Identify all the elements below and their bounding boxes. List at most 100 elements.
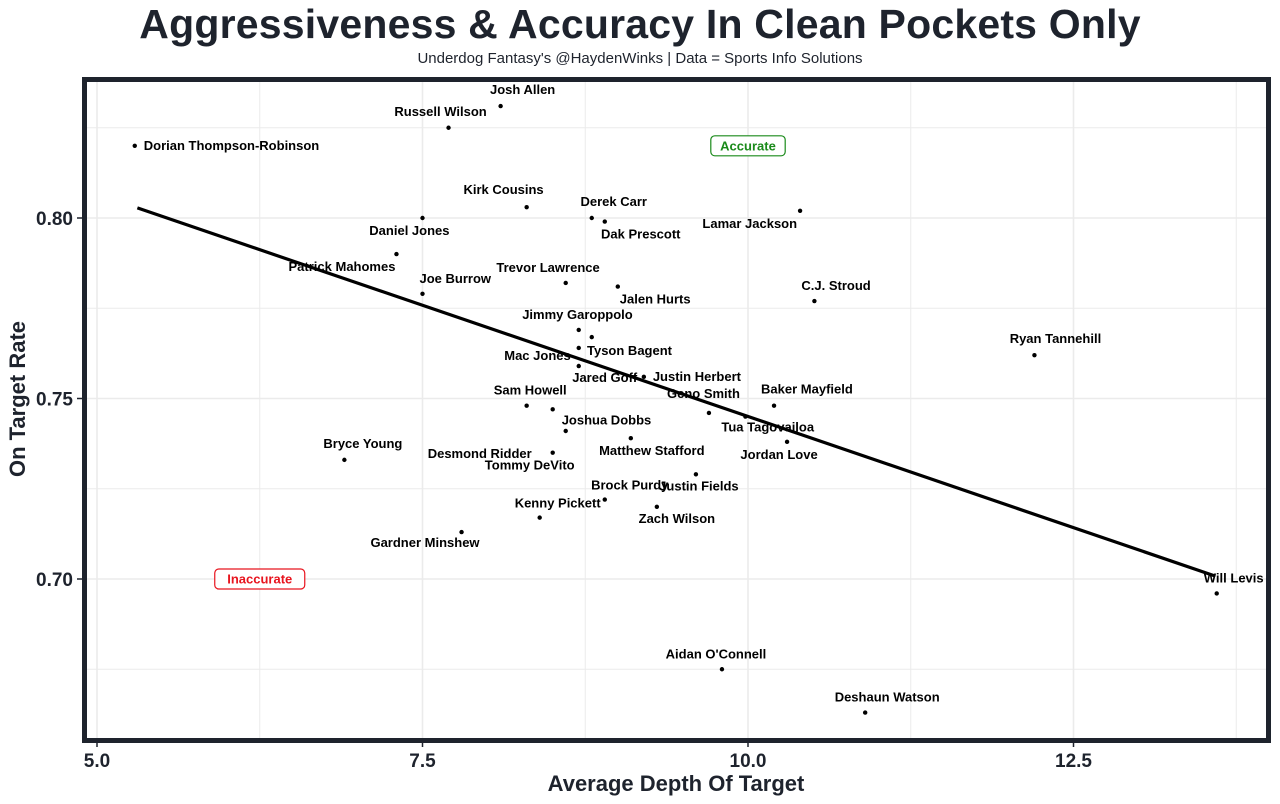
point-labels-group: Josh Allen Russell Wilson Dorian Thompson-… (144, 82, 1264, 704)
point-label: Daniel Jones (369, 223, 449, 238)
point-label: Kirk Cousins (463, 182, 543, 197)
annotation-label: Inaccurate (227, 572, 292, 587)
point-label: Ryan Tannehill (1010, 331, 1102, 346)
data-point (862, 710, 868, 715)
point-label: Brock Purdy (591, 478, 669, 493)
data-point (784, 439, 790, 445)
data-point (589, 215, 594, 221)
y-tick-label: 0.80 (36, 209, 73, 230)
data-point (550, 407, 555, 412)
data-point (394, 251, 399, 257)
data-point (743, 414, 748, 419)
point-label: Baker Mayfield (761, 382, 853, 397)
data-point (498, 103, 503, 109)
x-axis-title: Average Depth Of Target (548, 771, 805, 796)
point-label: Will Levis (1204, 570, 1264, 585)
point-label: Desmond Ridder (428, 446, 532, 461)
point-label: Deshaun Watson (835, 690, 940, 705)
point-label: Josh Allen (490, 82, 555, 97)
point-label: Kenny Pickett (515, 496, 602, 511)
panel-frame (82, 77, 1271, 743)
point-label: Bryce Young (323, 436, 402, 451)
point-label: Justin Herbert (653, 369, 742, 384)
point-label: Jalen Hurts (620, 292, 691, 307)
data-point (342, 457, 347, 463)
point-label: Patrick Mahomes (289, 259, 396, 274)
point-label: Jimmy Garoppolo (522, 307, 633, 322)
data-point (706, 410, 712, 416)
trend-line-group (136, 206, 1216, 578)
point-label: Mac Jones (504, 348, 570, 363)
trend-line (136, 206, 1216, 578)
x-tick-label: 12.5 (1055, 751, 1092, 772)
annotation-accurate: Accurate (710, 135, 786, 157)
gridlines (87, 82, 1266, 738)
chart-title: Aggressiveness & Accuracy In Clean Pocke… (139, 1, 1141, 47)
annotation-box (710, 135, 786, 157)
point-label: Lamar Jackson (702, 216, 797, 231)
x-tick-label: 7.5 (409, 751, 436, 772)
data-point (446, 125, 451, 130)
data-point (524, 204, 529, 210)
point-label: Joshua Dobbs (562, 412, 652, 427)
data-point (563, 280, 568, 286)
annotation-label: Accurate (720, 138, 776, 153)
x-tick-label: 10.0 (730, 751, 767, 772)
data-point (420, 291, 425, 297)
point-label: Geno Smith (667, 386, 740, 401)
data-point (576, 363, 581, 369)
points-group (132, 103, 1219, 715)
point-label: C.J. Stroud (801, 278, 870, 293)
data-point (771, 403, 777, 408)
data-point (693, 472, 699, 477)
x-tick-label: 5.0 (84, 751, 110, 772)
data-point (812, 298, 817, 304)
data-point (719, 667, 725, 672)
data-point (576, 345, 581, 351)
annotations-group: Accurate Inaccurate (214, 135, 786, 590)
annotation-box (214, 568, 306, 590)
data-point (1032, 352, 1037, 358)
data-point (550, 450, 555, 455)
data-point (641, 374, 647, 380)
point-label: Jared Goff (572, 370, 638, 385)
data-point (1214, 591, 1219, 596)
annotation-inaccurate: Inaccurate (214, 568, 306, 590)
data-point (563, 428, 568, 434)
point-label: Derek Carr (581, 194, 648, 209)
data-point (537, 515, 542, 520)
y-tick-label: 0.70 (36, 570, 73, 591)
data-point (576, 327, 581, 333)
point-label: Trevor Lawrence (496, 260, 599, 275)
data-point (602, 497, 607, 502)
point-label: Russell Wilson (394, 104, 486, 119)
point-label: Aidan O'Connell (666, 646, 767, 661)
point-label: Dak Prescott (601, 227, 681, 242)
point-label: Justin Fields (659, 478, 738, 493)
point-label: Tua Tagovailoa (721, 420, 814, 435)
y-axis-title: On Target Rate (5, 321, 30, 477)
data-point (132, 143, 137, 148)
data-point (797, 208, 803, 213)
point-label: Dorian Thompson-Robinson (144, 138, 320, 153)
axes-group: 5.0 7.5 10.0 12.5 0.70 0.75 0.80 (36, 209, 1092, 772)
point-label: Tommy DeVito (485, 458, 575, 473)
data-point (615, 284, 620, 289)
chart-subtitle: Underdog Fantasy's @HaydenWinks | Data =… (417, 50, 863, 67)
point-label: Joe Burrow (420, 271, 492, 286)
point-label: Matthew Stafford (599, 443, 705, 458)
data-point (628, 436, 634, 441)
point-label: Gardner Minshew (370, 535, 480, 550)
data-point (524, 403, 529, 408)
data-point (420, 215, 425, 221)
data-point (654, 504, 660, 509)
y-tick-label: 0.75 (36, 390, 73, 411)
data-point (459, 529, 464, 535)
data-point (602, 219, 607, 224)
point-label: Sam Howell (494, 383, 567, 398)
data-point (589, 334, 594, 340)
point-label: Jordan Love (740, 447, 817, 462)
point-label: Tyson Bagent (587, 343, 673, 358)
point-label: Zach Wilson (639, 511, 716, 526)
